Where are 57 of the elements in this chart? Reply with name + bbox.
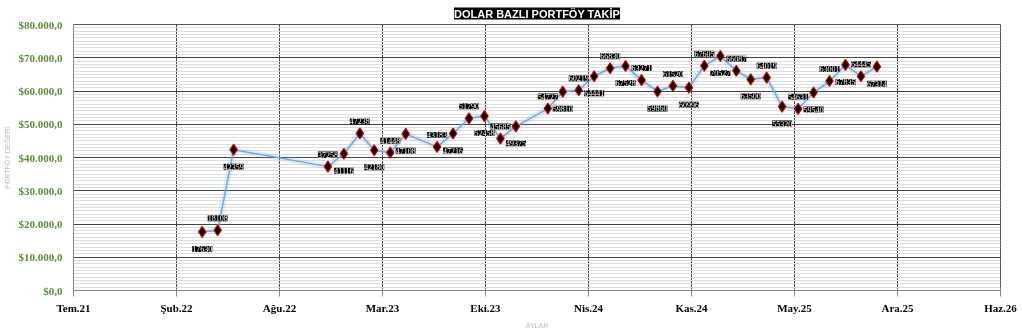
data-label: 52458 [474, 129, 495, 139]
data-label: 70527 [710, 69, 731, 78]
data-label: 47108 [395, 146, 416, 156]
data-label: 42180 [364, 163, 385, 173]
data-label: 63001 [819, 65, 840, 75]
x-tick-label: Haz.26 [984, 301, 1018, 314]
y-tick-label: $50.000,0 [18, 118, 63, 131]
data-label: 41448 [380, 136, 401, 146]
x-tick-label: Şub.22 [160, 301, 194, 314]
x-tick-label: Ağu.22 [262, 301, 297, 314]
data-label: 64445 [850, 60, 871, 70]
data-label: 47216 [443, 146, 464, 156]
data-label: 55320 [772, 119, 793, 129]
data-label: 59860 [647, 104, 668, 114]
y-tick-label: $30.000,0 [18, 184, 63, 197]
y-tick-label: $80.000,0 [18, 18, 63, 31]
y-tick-label: $70.000,0 [18, 51, 63, 64]
x-tick-label: Kas.24 [675, 301, 709, 314]
chart-title: DOLAR BAZLI PORTFÖY TAKİP [454, 7, 620, 20]
data-label: 37258 [317, 150, 338, 160]
data-label: 47238 [349, 117, 370, 127]
y-tick-label: $0,0 [43, 284, 63, 297]
data-label: 54631 [788, 92, 809, 102]
data-label: 51790 [459, 102, 480, 112]
y-tick-label: $10.000,0 [18, 251, 63, 264]
data-label: 60996 [678, 100, 699, 110]
data-label: 60219 [568, 74, 589, 84]
data-label: 63500 [740, 92, 761, 102]
y-tick-label: $60.000,0 [18, 85, 63, 97]
data-label: 59540 [803, 105, 824, 115]
x-tick-label: May.25 [777, 301, 813, 314]
data-label: 41116 [334, 166, 354, 176]
y-tick-label: $20.000,0 [18, 218, 63, 230]
x-tick-label: Ara.25 [881, 301, 915, 314]
data-label: 43183 [427, 130, 448, 140]
data-label: 64441 [584, 89, 605, 99]
x-tick-label: Tem.21 [56, 301, 91, 314]
x-tick-label: Mar.23 [365, 301, 400, 314]
y-tick-label: $40.000,0 [18, 151, 63, 164]
data-label: 63271 [631, 64, 652, 74]
data-label: 59810 [552, 104, 573, 114]
data-label: 64019 [756, 61, 777, 71]
data-label: 67314 [866, 79, 887, 89]
data-label: 67528 [615, 78, 636, 88]
data-label: 49375 [505, 139, 526, 149]
data-label: 54727 [537, 92, 558, 102]
data-label: 66087 [726, 54, 747, 64]
data-label: 42359 [223, 162, 244, 172]
data-label: 67835 [835, 77, 856, 87]
data-label: 18108 [207, 214, 228, 224]
data-label: 61520 [662, 69, 683, 79]
data-label: 66830 [600, 52, 621, 62]
data-label: 67605 [694, 49, 715, 59]
x-tick-label: Nis.24 [573, 301, 604, 314]
x-tick-label: Eki.23 [470, 301, 502, 314]
data-label: 45685 [490, 122, 511, 132]
data-label: 17630 [192, 244, 213, 254]
